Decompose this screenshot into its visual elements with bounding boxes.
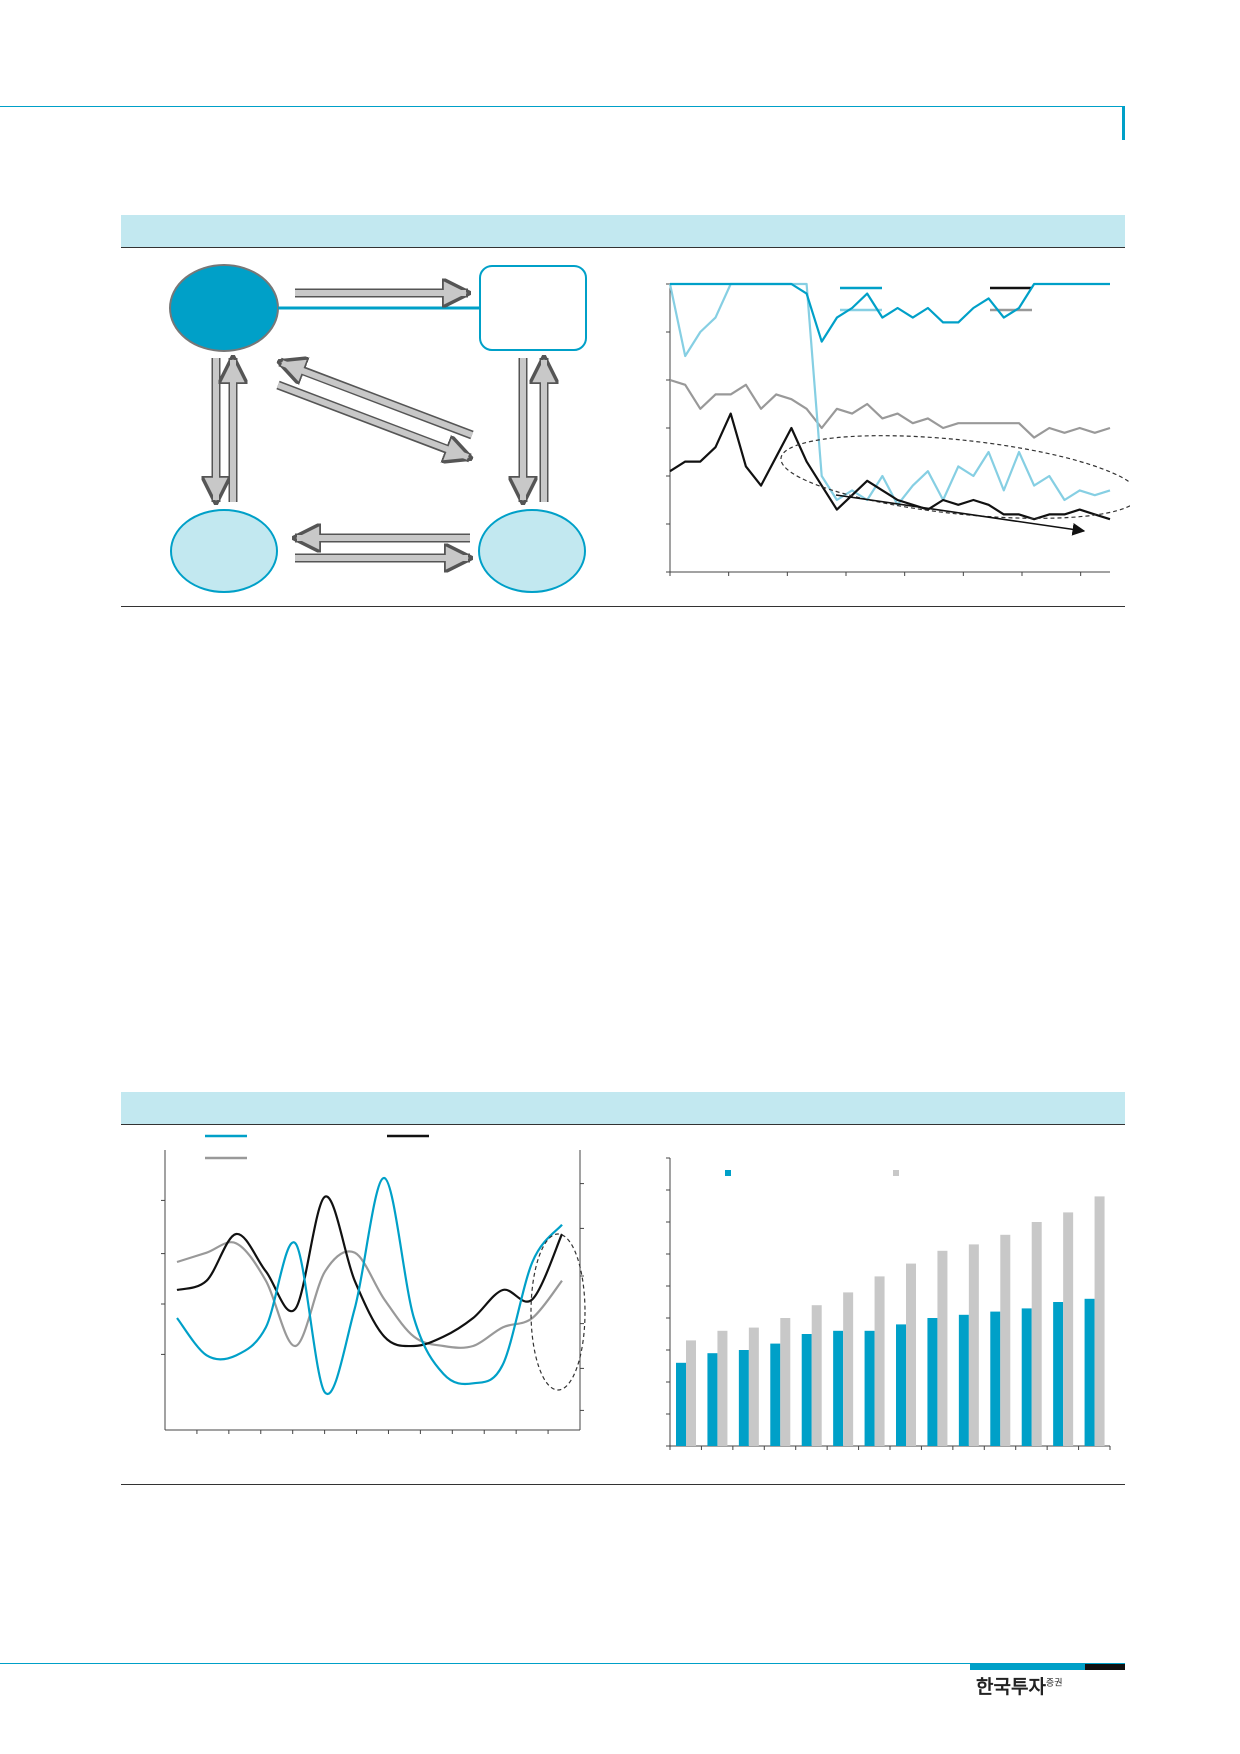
series-line bbox=[668, 282, 1111, 506]
legend-swatch bbox=[893, 1170, 899, 1176]
bar bbox=[927, 1318, 938, 1446]
bottom-rule bbox=[0, 1663, 1125, 1664]
chart-bottom-right-axes bbox=[666, 1157, 1111, 1450]
bar bbox=[896, 1324, 906, 1446]
section-band-1 bbox=[121, 215, 1125, 248]
bar bbox=[833, 1330, 844, 1446]
brand-suffix: 증권 bbox=[1045, 1678, 1063, 1689]
legend-swatch bbox=[725, 1170, 731, 1176]
bar bbox=[906, 1263, 916, 1446]
bar bbox=[990, 1311, 1001, 1446]
chart-top-right-lines bbox=[668, 282, 1111, 521]
bar bbox=[780, 1318, 791, 1446]
chart-top-right-legend bbox=[840, 286, 1032, 312]
bar bbox=[864, 1330, 875, 1446]
bar bbox=[707, 1353, 718, 1446]
brand-logo: 한국투자증권 bbox=[976, 1672, 1062, 1699]
series-line bbox=[669, 412, 1111, 521]
brand-bar-black bbox=[1085, 1664, 1125, 1670]
bar bbox=[843, 1292, 854, 1446]
top-rule-mark bbox=[1122, 106, 1125, 140]
bar bbox=[1094, 1196, 1105, 1446]
bar bbox=[738, 1350, 749, 1446]
node-bottom-right bbox=[478, 509, 586, 593]
bar bbox=[748, 1327, 759, 1446]
top-rule bbox=[0, 106, 1125, 107]
bar bbox=[1053, 1302, 1064, 1446]
bar bbox=[1063, 1212, 1074, 1446]
trend-highlight-ellipse bbox=[780, 435, 1130, 519]
series-line bbox=[670, 282, 1110, 343]
chart-top-right-axes bbox=[666, 283, 1110, 576]
bar bbox=[676, 1362, 686, 1446]
bar bbox=[958, 1314, 969, 1446]
series-line bbox=[669, 378, 1111, 439]
recent-highlight-ellipse bbox=[530, 1233, 586, 1391]
series-line bbox=[176, 1176, 563, 1396]
node-top-left bbox=[169, 264, 279, 352]
brand-bar-teal bbox=[970, 1664, 1085, 1670]
series-line bbox=[176, 1241, 563, 1349]
bar bbox=[1000, 1234, 1011, 1446]
chart-bottom-left-axes bbox=[161, 1150, 584, 1434]
bar bbox=[801, 1334, 812, 1446]
section-band-2 bbox=[121, 1092, 1125, 1125]
chart-bottom-left bbox=[161, 1134, 586, 1434]
bar bbox=[686, 1340, 696, 1446]
bar bbox=[1031, 1222, 1042, 1446]
brand-name: 한국투자 bbox=[976, 1676, 1046, 1698]
chart-bottom-left-lines bbox=[176, 1176, 564, 1396]
bar bbox=[1021, 1308, 1032, 1446]
series-line bbox=[176, 1195, 564, 1348]
bar bbox=[937, 1250, 948, 1446]
section-1-bottom-rule bbox=[121, 606, 1125, 607]
flow-arrows bbox=[216, 293, 544, 558]
node-bottom-left bbox=[170, 509, 278, 593]
bar bbox=[1084, 1298, 1095, 1446]
bar bbox=[770, 1343, 781, 1446]
chart-top-right bbox=[666, 282, 1130, 576]
node-top-right bbox=[479, 265, 587, 351]
trend-arrow bbox=[835, 494, 1086, 536]
chart-bottom-left-legend bbox=[205, 1134, 429, 1160]
chart-bottom-right bbox=[666, 1157, 1111, 1450]
bar bbox=[874, 1276, 885, 1446]
chart-bottom-right-legend bbox=[725, 1170, 899, 1176]
flow-diagram bbox=[169, 264, 587, 593]
section-2-bottom-rule bbox=[121, 1484, 1125, 1485]
chart-bottom-right-bars bbox=[676, 1196, 1105, 1446]
bar bbox=[811, 1305, 822, 1446]
bar bbox=[968, 1244, 979, 1446]
bar bbox=[717, 1330, 728, 1446]
